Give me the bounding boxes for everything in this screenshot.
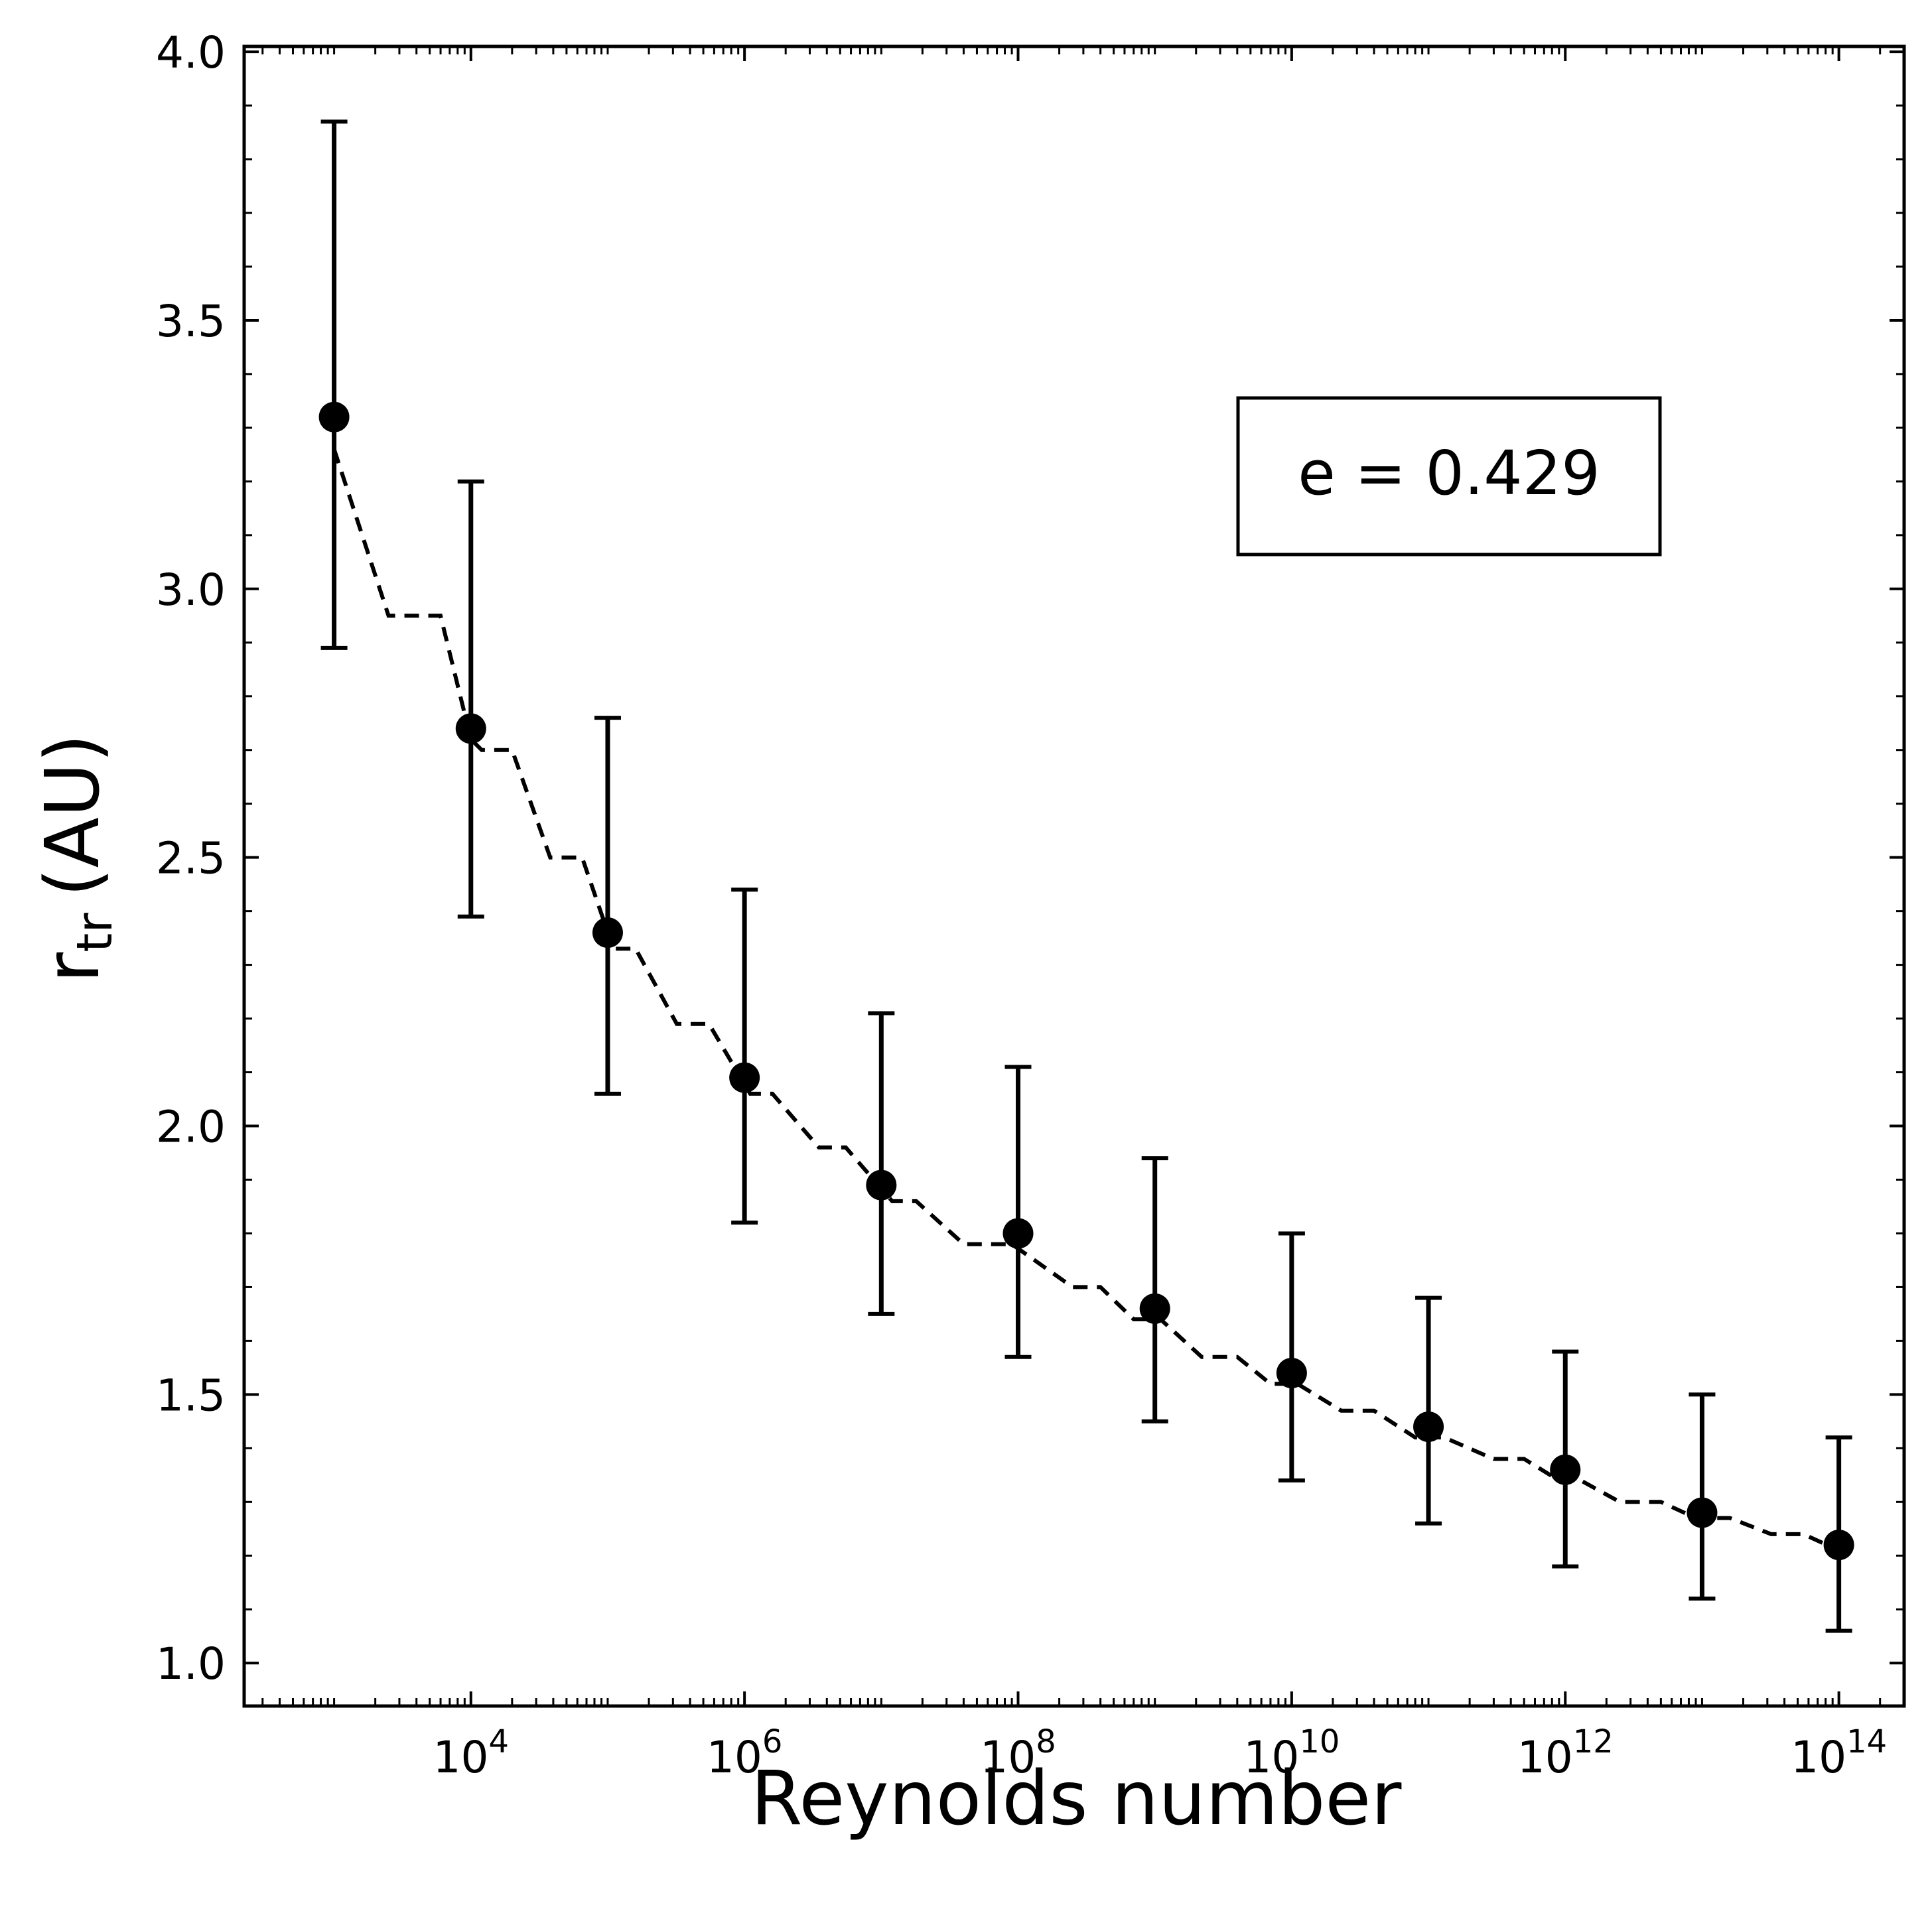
ticks-layer: 104 106 108 1010 1012 1014 1.0 1.5 2.0 2.5 3.0 3.5 4…	[156, 27, 1905, 1783]
y-tick-label-0: 1.0	[156, 1638, 226, 1689]
y-tick-label-1: 1.5	[156, 1370, 226, 1421]
y-axis-label: rtr (AU)	[30, 734, 123, 982]
y-tick-label-4: 3.0	[156, 564, 226, 616]
annotation-box: e = 0.429	[1236, 396, 1662, 557]
y-tick-label-5: 3.5	[156, 296, 226, 347]
y-tick-label-2: 2.0	[156, 1102, 226, 1153]
axes-frame	[242, 44, 1906, 1708]
x-tick-label-0: 104	[433, 1723, 510, 1783]
x-tick-label-3: 1010	[1243, 1723, 1340, 1783]
data-point-1	[455, 713, 486, 744]
x-tick-label-2: 108	[980, 1723, 1056, 1783]
data-point-11	[1823, 1530, 1854, 1561]
data-point-9	[1550, 1454, 1581, 1485]
data-point-5	[1002, 1218, 1034, 1249]
data-point-2	[592, 917, 623, 949]
x-axis-label: Reynolds number	[751, 1756, 1403, 1842]
y-tick-label-3: 2.5	[156, 833, 226, 884]
x-tick-label-5: 1014	[1791, 1723, 1887, 1783]
data-point-10	[1687, 1497, 1718, 1528]
annotation-text: e = 0.429	[1298, 438, 1600, 509]
dashed-line-series	[332, 448, 1840, 1552]
plot-frame	[242, 44, 1906, 1708]
data-point-4	[866, 1169, 897, 1201]
y-axis-label-sub: tr	[66, 913, 123, 953]
data-point-7	[1276, 1357, 1307, 1388]
x-tick-label-1: 106	[707, 1723, 783, 1783]
data-point-3	[729, 1062, 760, 1093]
y-tick-label-6: 4.0	[156, 27, 226, 78]
x-tick-label-4: 1012	[1517, 1723, 1614, 1783]
data-point-8	[1413, 1411, 1444, 1442]
plot-layer	[318, 119, 1854, 1633]
y-axis-label-main: r	[30, 952, 116, 983]
y-axis-label-unit: (AU)	[30, 734, 116, 897]
data-point-0	[318, 401, 350, 432]
data-point-6	[1139, 1293, 1170, 1324]
